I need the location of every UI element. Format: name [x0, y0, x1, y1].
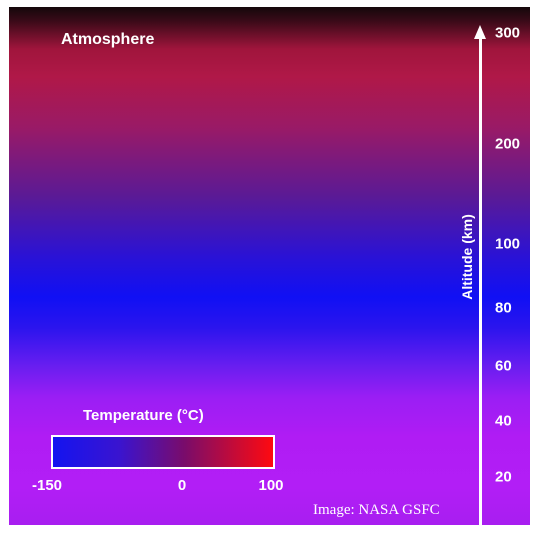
legend-label-min: -150 — [31, 477, 63, 494]
axis-tick-20: 20 — [495, 468, 512, 486]
axis-tick-60: 60 — [495, 357, 512, 375]
altitude-axis-title: Altitude (km) — [459, 214, 475, 300]
legend-label-max: 100 — [258, 477, 284, 494]
legend-label-mid: 0 — [177, 477, 187, 494]
temperature-color-bar — [51, 435, 275, 469]
image-credit: Image: NASA GSFC — [313, 502, 440, 518]
legend-title: Temperature (°C) — [83, 407, 204, 424]
axis-tick-80: 80 — [495, 299, 512, 317]
figure-title: Atmosphere — [61, 31, 155, 48]
atmosphere-figure: Atmosphere Altitude (km) 300 200 100 80 … — [9, 7, 530, 525]
axis-tick-100: 100 — [495, 235, 521, 253]
altitude-axis-arrow — [474, 25, 486, 39]
axis-tick-300: 300 — [495, 24, 521, 42]
axis-tick-40: 40 — [495, 412, 512, 430]
altitude-axis-line — [479, 35, 482, 525]
axis-tick-200: 200 — [495, 135, 521, 153]
